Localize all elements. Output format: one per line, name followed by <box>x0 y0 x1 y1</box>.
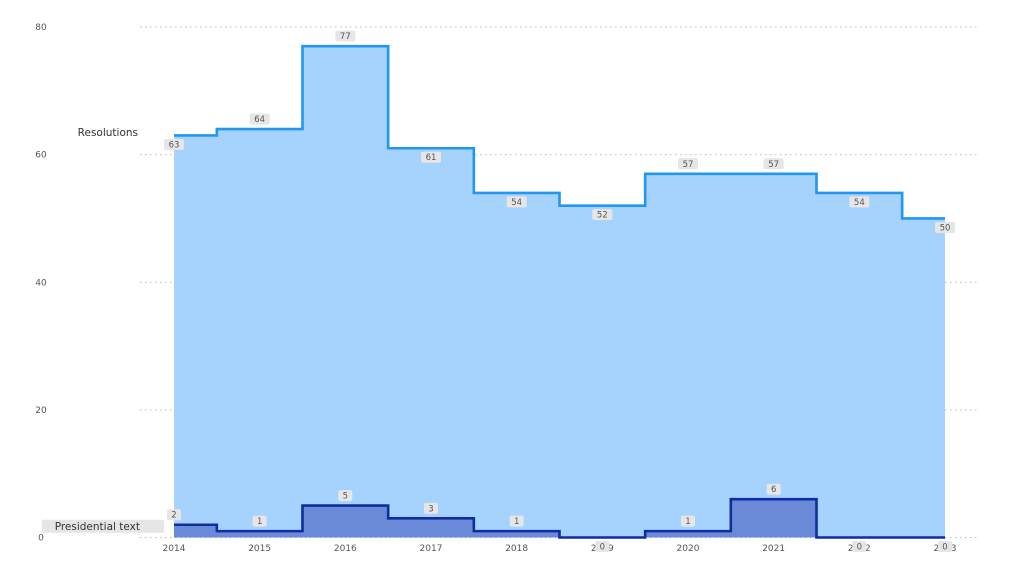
resolutions-area <box>174 46 945 538</box>
data-label-series0-2016: 77 <box>335 30 356 42</box>
data-label-series1-2023: 0 <box>938 541 952 553</box>
data-label-text: 77 <box>340 32 351 42</box>
data-label-series0-2017: 61 <box>421 151 441 163</box>
series-label-text: Presidential text <box>55 521 140 533</box>
x-tick-label: 2016 <box>334 544 357 554</box>
series-lines <box>174 44 945 539</box>
series-label-text: Resolutions <box>78 127 138 139</box>
data-label-series0-2023: 50 <box>935 221 955 233</box>
x-tick-label: 2018 <box>505 544 528 554</box>
data-label-bg <box>681 515 695 527</box>
data-label-bg <box>678 158 698 170</box>
y-tick-label: 40 <box>35 278 47 288</box>
x-tick-label: 2020 <box>677 544 700 554</box>
series-labels: Resolutions Presidential text <box>41 127 164 533</box>
y-tick-label: 80 <box>35 23 47 33</box>
data-label-series1-2017: 3 <box>424 502 438 514</box>
data-label-series1-2015: 1 <box>252 515 267 527</box>
data-label-text: 1 <box>685 517 690 527</box>
data-label-text: 6 <box>771 485 776 495</box>
data-label-text: 54 <box>854 198 865 208</box>
data-label-text: 57 <box>768 160 779 170</box>
x-axis-ticks: 2014201520162017201820192020202120222023 <box>163 544 957 554</box>
x-tick-label: 2017 <box>420 544 443 554</box>
data-label-text: 3 <box>428 504 433 514</box>
data-label-text: 1 <box>514 517 519 527</box>
data-label-text: 0 <box>600 543 605 553</box>
data-label-bg <box>592 209 613 221</box>
data-label-bg <box>338 490 353 502</box>
data-label-text: 61 <box>426 153 437 163</box>
data-label-text: 0 <box>857 543 862 553</box>
data-label-series1-2022: 0 <box>852 541 867 553</box>
data-label-bg <box>766 483 781 495</box>
data-label-text: 1 <box>257 517 262 527</box>
data-label-series0-2015: 64 <box>249 113 270 125</box>
data-label-text: 0 <box>942 543 947 553</box>
x-tick-label: 2014 <box>163 544 186 554</box>
data-label-bg <box>167 509 181 521</box>
data-label-bg <box>164 138 184 150</box>
y-axis-ticks: 0 20 40 60 80 <box>35 23 47 544</box>
data-label-text: 54 <box>511 198 522 208</box>
x-tick-label: 2021 <box>762 544 785 554</box>
data-label-bg <box>763 158 784 170</box>
data-label-text: 5 <box>343 492 348 502</box>
data-label-series1-2018: 1 <box>509 515 524 527</box>
series-label-bg <box>41 519 164 533</box>
resolutions-series-label: Resolutions <box>78 127 138 139</box>
data-label-series0-2020: 57 <box>678 158 698 170</box>
data-label-bg <box>506 196 527 208</box>
data-label-bg <box>935 221 955 233</box>
data-label-series1-2021: 6 <box>766 483 781 495</box>
data-label-series0-2022: 54 <box>849 196 870 208</box>
data-label-bg <box>335 30 356 42</box>
data-label-text: 52 <box>597 211 608 221</box>
data-label-series1-2016: 5 <box>338 490 353 502</box>
x-tick-label: 2015 <box>248 544 271 554</box>
y-tick-label: 60 <box>35 151 47 161</box>
resolutions-line <box>174 44 945 220</box>
data-label-series1-2014: 2 <box>167 509 181 521</box>
data-label-bg <box>595 541 610 552</box>
y-tick-label: 20 <box>35 406 47 416</box>
data-label-bg <box>249 113 270 125</box>
data-label-bg <box>849 196 870 208</box>
data-label-bg <box>421 151 441 163</box>
data-label-series1-2019: 0 <box>595 541 610 553</box>
data-label-bg <box>852 541 867 552</box>
data-label-text: 50 <box>940 223 951 233</box>
data-label-text: 63 <box>169 140 180 150</box>
data-label-bg <box>509 515 524 527</box>
presidential-text-line <box>174 497 945 539</box>
data-label-text: 64 <box>254 115 265 125</box>
data-label-text: 57 <box>683 160 694 170</box>
y-tick-label: 0 <box>38 534 44 544</box>
data-label-series0-2019: 52 <box>592 209 613 221</box>
data-label-series0-2018: 54 <box>506 196 527 208</box>
data-label-bg <box>938 541 952 552</box>
data-label-text: 2 <box>171 511 176 521</box>
presidential-text-area <box>174 499 945 538</box>
data-label-series0-2021: 57 <box>763 158 784 170</box>
presidential-text-series-label: Presidential text <box>41 519 164 533</box>
data-label-series1-2020: 1 <box>681 515 695 527</box>
data-labels: 63 64 77 61 54 52 57 57 54 50 2 1 5 3 1 0 1 6 0 0 <box>164 30 955 553</box>
data-label-bg <box>424 502 438 514</box>
data-label-bg <box>252 515 267 527</box>
data-label-series0-2014: 63 <box>164 138 184 150</box>
series-areas <box>174 46 945 538</box>
